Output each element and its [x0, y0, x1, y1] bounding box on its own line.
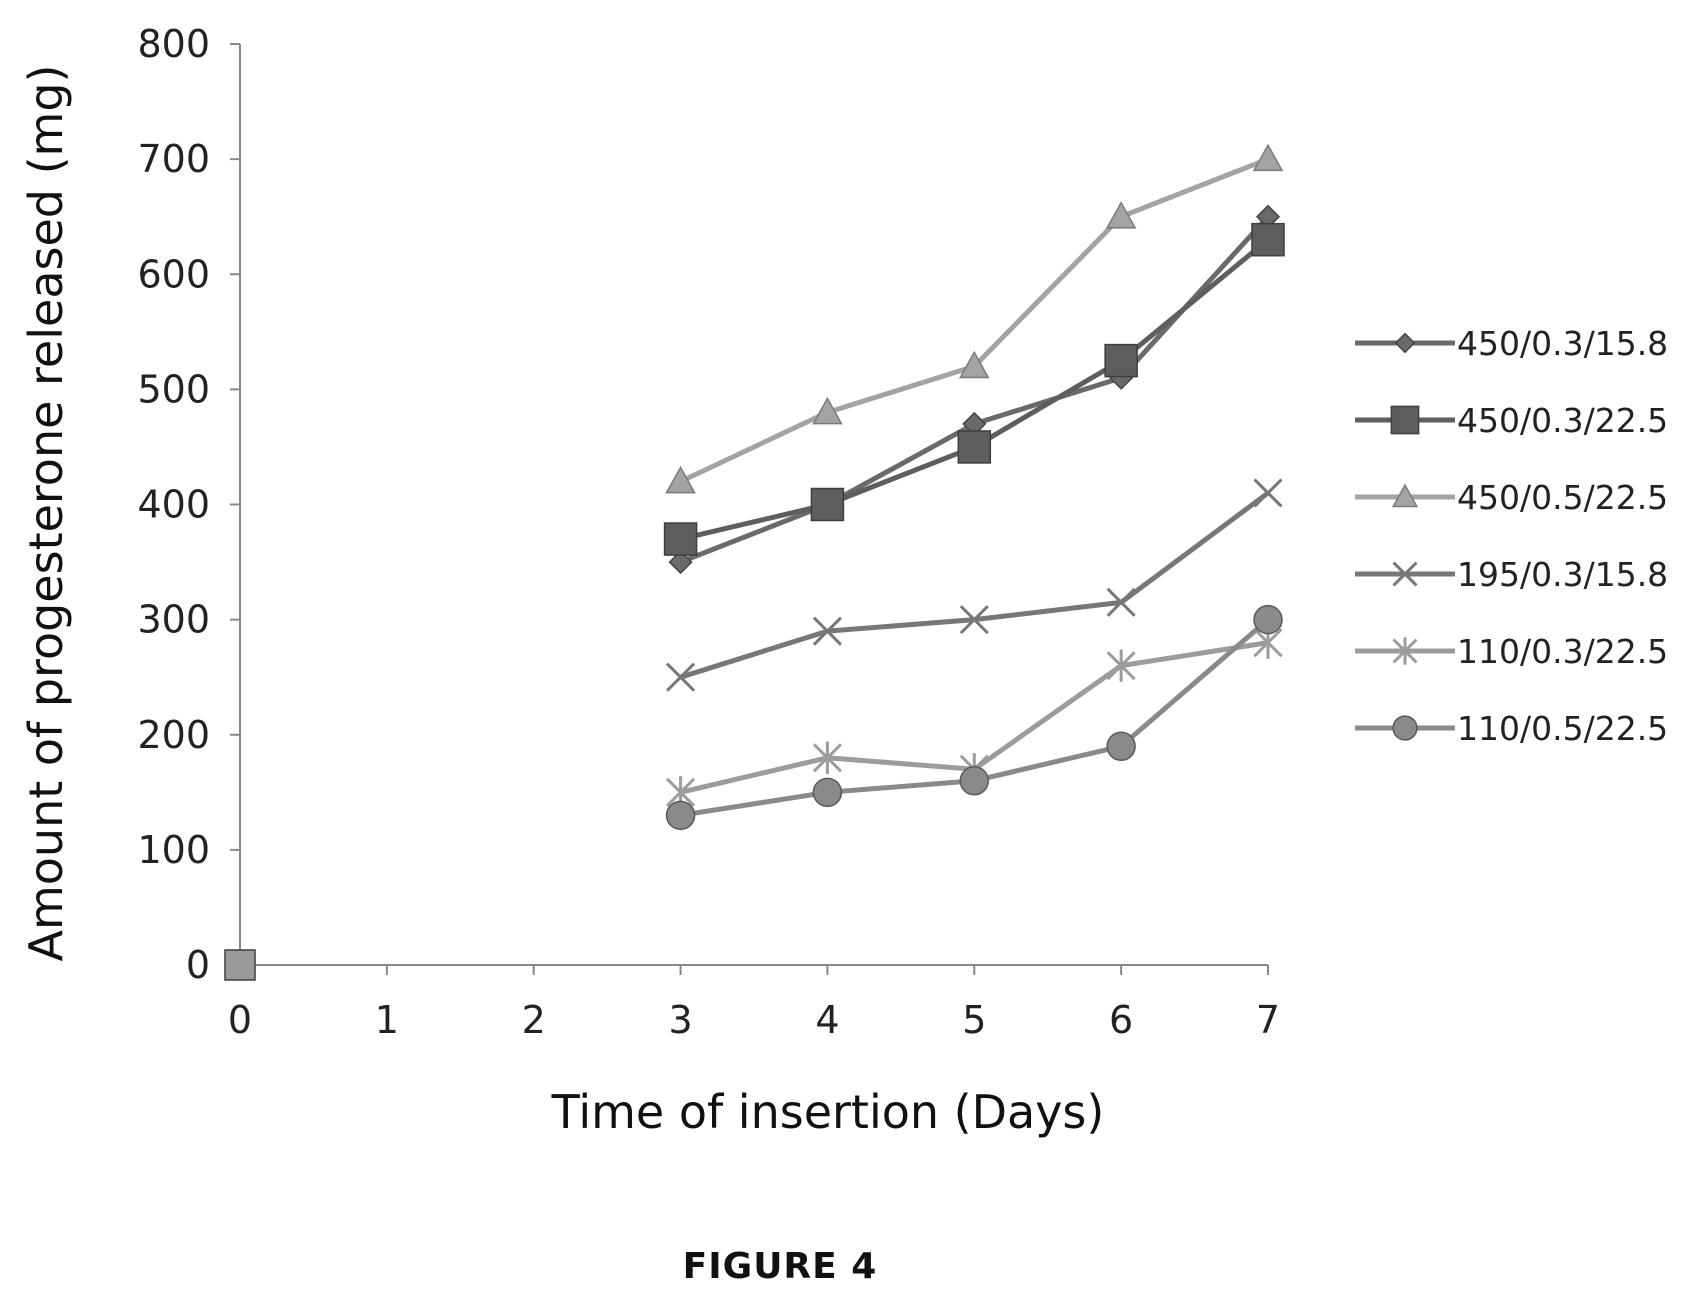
legend-label: 450/0.5/22.5 [1457, 478, 1668, 517]
legend: 450/0.3/15.8 450/0.3/22.5 450/0.5/22.5 195/… [1355, 324, 1668, 748]
x-tick-label: 6 [1109, 998, 1133, 1042]
x-tick-label: 1 [375, 998, 399, 1042]
x-tick-label: 0 [228, 998, 252, 1042]
series-line [679, 237, 1270, 542]
series-point [1252, 143, 1284, 172]
series-point [812, 777, 843, 808]
legend-label: 195/0.3/15.8 [1457, 555, 1668, 594]
legend-marker [1392, 561, 1418, 587]
series-3 [665, 143, 1284, 494]
legend-item: 450/0.3/22.5 [1355, 401, 1668, 440]
series-line [679, 215, 1270, 565]
series-point [1104, 343, 1138, 378]
series-point [957, 430, 992, 464]
x-tick-label: 5 [962, 998, 986, 1042]
legend-marker [1394, 332, 1416, 354]
series-point [959, 605, 989, 635]
legend-item: 110/0.3/22.5 [1355, 632, 1668, 671]
series-point [665, 465, 696, 494]
series-point [1251, 222, 1285, 257]
series-point [812, 741, 842, 774]
x-tick-group: 0 1 2 3 4 5 6 7 [228, 965, 1280, 1042]
y-tick-label: 600 [137, 252, 210, 296]
origin-point-group [224, 949, 256, 981]
series-2 [663, 222, 1285, 556]
series-point [1106, 649, 1136, 682]
series-point [1105, 201, 1137, 229]
x-tick-label: 7 [1256, 998, 1280, 1042]
legend-marker [1390, 405, 1420, 435]
figure-caption: FIGURE 4 [683, 1246, 878, 1287]
y-tick-label: 0 [186, 943, 210, 987]
legend-item: 450/0.3/15.8 [1355, 324, 1668, 363]
series-point [1253, 478, 1283, 508]
legend-label: 110/0.5/22.5 [1457, 709, 1668, 748]
legend-marker [1391, 483, 1419, 508]
series-point [810, 487, 845, 522]
series-group [224, 143, 1285, 981]
y-tick-label: 800 [137, 22, 210, 66]
legend-item: 195/0.3/15.8 [1355, 555, 1668, 594]
legend-marker [1392, 715, 1418, 741]
x-tick-label: 3 [668, 998, 692, 1042]
series-point [812, 396, 843, 425]
x-tick-label: 2 [522, 998, 546, 1042]
legend-item: 450/0.5/22.5 [1355, 478, 1668, 517]
y-tick-label: 200 [137, 713, 210, 757]
series-point [665, 800, 696, 831]
legend-label: 450/0.3/22.5 [1457, 401, 1668, 440]
series-4 [666, 478, 1283, 692]
axes [239, 44, 1268, 966]
y-tick-group: 0 100 200 300 400 500 600 700 800 [137, 22, 240, 987]
legend-label: 450/0.3/15.8 [1457, 324, 1668, 363]
origin-point [224, 949, 256, 981]
x-axis-title: Time of insertion (Days) [551, 1085, 1105, 1139]
y-tick-label: 700 [137, 137, 210, 181]
series-point [959, 350, 990, 379]
y-tick-label: 100 [137, 828, 210, 872]
series-point [668, 550, 693, 575]
series-point [812, 616, 842, 646]
y-tick-label: 300 [137, 598, 210, 642]
y-axis-title: Amount of progesterone released (mg) [19, 65, 73, 962]
y-tick-label: 500 [137, 367, 210, 411]
y-tick-label: 400 [137, 483, 210, 527]
series-point [666, 662, 696, 692]
series-6 [665, 604, 1283, 831]
legend-item: 110/0.5/22.5 [1355, 709, 1668, 748]
series-point [1253, 604, 1283, 635]
legend-label: 110/0.3/22.5 [1457, 632, 1668, 671]
series-point [1106, 587, 1136, 617]
series-point [663, 522, 698, 556]
legend-marker [1392, 637, 1418, 665]
x-tick-label: 4 [815, 998, 839, 1042]
series-point [959, 766, 990, 796]
series-point [1106, 731, 1136, 762]
